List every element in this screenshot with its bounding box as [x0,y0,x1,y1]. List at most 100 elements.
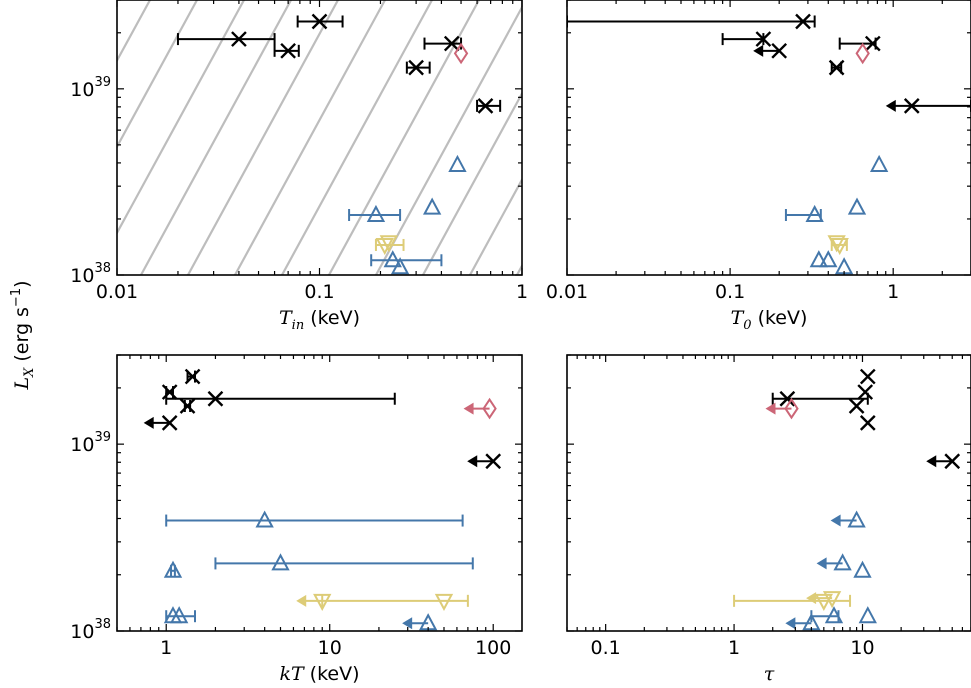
data-point [390,257,410,275]
background-line [469,177,522,275]
data-point [448,154,467,172]
marker-x [161,384,178,400]
data-point [926,453,961,470]
marker-triangle-up [858,606,877,624]
data-point [771,390,869,407]
marker-triangle-down [814,593,833,611]
data-point [859,368,876,385]
data-point [348,204,402,223]
x-tick-label: 0.1 [715,281,745,303]
x-axis-title: kT (keV) [279,663,359,685]
data-point [163,560,183,578]
data-point [296,13,344,30]
ticks [116,0,523,276]
data-point [827,235,846,253]
marker-x [944,453,961,470]
data-point [165,390,396,407]
panel-4: 0.1 1 10 τ [566,354,971,685]
data-point [806,591,842,609]
marker-x [755,31,772,47]
marker-x [771,42,788,59]
series-diamond-red [855,42,870,65]
marker-triangle-up [255,510,274,528]
data-point [467,453,502,470]
background-line [117,0,198,149]
marker-triangle-up [824,606,844,624]
series-x-black [176,13,502,114]
x-tick-label: 1 [160,637,172,659]
series-triangle-down-yellow [296,593,469,611]
x-tick-label: 0.1 [304,281,334,303]
y-axis-title-symbol: L [11,377,33,391]
marker-x [179,398,196,414]
marker-triangle-up [819,250,838,268]
plot-area [143,368,502,631]
series-triangle-up-blue [163,510,474,631]
series-triangle-down-yellow [827,235,849,256]
limit-arrow-head [806,592,817,605]
data-point [273,42,300,59]
x-tick-label: 100 [475,637,511,659]
background-lines [0,0,522,275]
x-axis-title: τ [764,663,775,685]
background-line [0,0,9,275]
x-tick-label: 0.01 [96,281,138,303]
background-line [0,0,103,275]
series-triangle-down-yellow [374,235,405,256]
data-point [819,250,838,268]
x-tick-label: 10 [318,637,342,659]
marker-diamond [855,42,870,65]
marker-triangle-up [448,154,467,172]
data-point [838,35,881,52]
data-point [848,398,865,414]
limit-arrow-head [402,617,413,630]
marker-x [311,13,328,30]
limit-arrow-head [753,44,764,57]
data-point [161,384,178,400]
data-point [853,560,872,578]
background-line [281,0,433,275]
marker-x [485,453,502,470]
limit-arrow-head [467,455,478,468]
marker-x [184,368,201,385]
ticks [116,354,522,632]
y-axis-title-unit-exponent: −1 [9,288,24,307]
data-point [423,35,463,52]
marker-x [795,13,811,30]
x-axis-title: T0 (keV) [731,307,808,333]
limit-arrow-head [143,416,154,429]
background-line [516,263,522,275]
marker-triangle-up [383,250,402,268]
marker-x [903,98,920,114]
limit-arrow-head [765,402,776,415]
x-tick-label: 1 [516,281,528,303]
series-diamond-red [463,397,497,420]
data-point [847,197,867,215]
marker-triangle-down [827,235,846,253]
x-tick-label: 0.1 [591,637,621,659]
limit-arrow-head [926,455,937,468]
marker-triangle-down [830,237,849,256]
marker-x [280,42,296,59]
marker-triangle-up [869,154,889,172]
data-point [885,98,971,114]
data-point [765,397,799,420]
data-point [422,197,442,215]
marker-x [207,390,224,407]
panel-1: 0.01 0.1 1 1038 1039 Tin (keV) [0,0,528,333]
series-triangle-down-yellow [733,591,852,611]
limit-arrow-head [785,617,796,630]
limit-arrow-head [885,99,896,112]
marker-triangle-up [847,510,866,528]
x-tick-label: 1 [887,281,899,303]
axes-frame [566,354,971,632]
marker-x [231,31,247,47]
background-line [117,0,245,236]
marker-x [477,98,494,114]
data-point [855,42,870,65]
marker-triangle-up [853,560,872,578]
x-axis-title: Tin (keV) [279,307,360,333]
series-x-black [771,368,961,470]
background-line [0,0,56,275]
